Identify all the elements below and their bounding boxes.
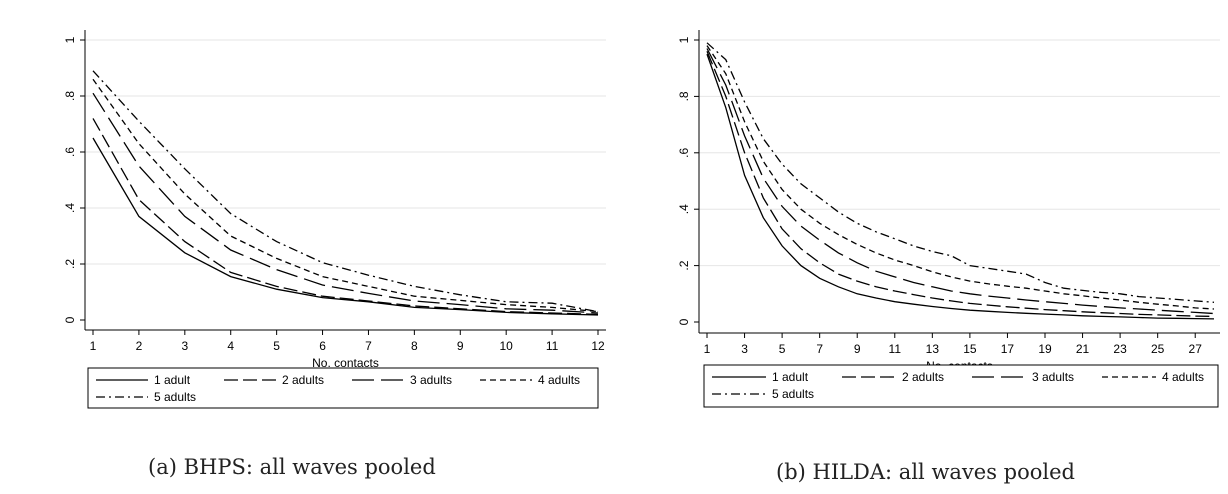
x-tick-label: 17: [1001, 342, 1015, 356]
y-tick-label: .6: [63, 147, 77, 157]
chart-panel-hilda: 0.2.4.6.8113579111315171921232527No. con…: [614, 0, 1228, 494]
legend-box: [703, 364, 1219, 408]
legend-label-4-adults: 4 adults: [538, 373, 580, 387]
series-line-1-adult: [706, 53, 1215, 320]
x-tick-label: 13: [926, 342, 940, 356]
caption-bhps: (a) BHPS: all waves pooled: [148, 455, 436, 479]
x-tick-label: 9: [854, 342, 861, 356]
x-tick-label: 3: [181, 339, 188, 353]
y-tick-label: .2: [677, 260, 691, 270]
x-tick-label: 10: [500, 339, 514, 353]
plot-area: [85, 30, 606, 330]
x-tick-label: 15: [963, 342, 977, 356]
legend-label-1-adult: 1 adult: [772, 370, 809, 384]
legend-box: [87, 367, 599, 409]
x-tick-label: 21: [1076, 342, 1090, 356]
x-tick-label: 11: [546, 339, 559, 353]
x-tick-label: 9: [457, 339, 464, 353]
series-line-3-adults: [706, 48, 1215, 315]
y-tick-label: .4: [677, 204, 691, 214]
y-tick-label: .8: [677, 91, 691, 101]
series-line-1-adult: [92, 137, 599, 316]
x-tick-label: 1: [90, 339, 97, 353]
legend-label-3-adults: 3 adults: [410, 373, 452, 387]
plot-area: [699, 30, 1220, 333]
series-line-5-adults: [92, 70, 599, 313]
y-tick-label: .4: [63, 203, 77, 213]
legend-label-4-adults: 4 adults: [1162, 370, 1204, 384]
chart-svg-hilda: 0.2.4.6.8113579111315171921232527No. con…: [677, 30, 1220, 408]
x-tick-label: 5: [273, 339, 280, 353]
series-line-4-adults: [706, 45, 1215, 310]
chart-panel-bhps: 0.2.4.6.8 1 1 2 3 4 5 6 7 8 9 10 11 12 No. contacts 1 a…: [63, 30, 606, 479]
series-line-4-adults: [92, 78, 599, 313]
series-line-5-adults: [706, 42, 1215, 303]
legend-label-2-adults: 2 adults: [902, 370, 944, 384]
x-tick-label: 27: [1189, 342, 1203, 356]
x-axis-label: No. contacts: [312, 356, 379, 370]
x-tick-label: 11: [889, 342, 902, 356]
x-tick-label: 7: [365, 339, 372, 353]
x-tick-label: 25: [1151, 342, 1165, 356]
x-tick-label: 3: [741, 342, 748, 356]
x-tick-label: 12: [591, 339, 605, 353]
legend-label-5-adults: 5 adults: [772, 387, 814, 401]
series-line-3-adults: [92, 92, 599, 314]
x-tick-label: 5: [779, 342, 786, 356]
x-tick-label: 1: [704, 342, 711, 356]
x-tick-label: 2: [136, 339, 143, 353]
y-tick-label: 1: [63, 36, 77, 43]
x-tick-label: 7: [816, 342, 823, 356]
x-tick-label: 19: [1038, 342, 1052, 356]
legend-label-1-adult: 1 adult: [154, 373, 191, 387]
y-tick-label: .2: [63, 259, 77, 269]
x-tick-label: 4: [227, 339, 234, 353]
series-line-2-adults: [706, 51, 1215, 318]
legend-label-5-adults: 5 adults: [154, 390, 196, 404]
y-tick-label: .8: [63, 91, 77, 101]
x-tick-label: 6: [319, 339, 326, 353]
caption-hilda: (b) HILDA: all waves pooled: [776, 460, 1075, 484]
y-tick-label: 0: [63, 316, 77, 323]
series-line-2-adults: [92, 118, 599, 316]
y-tick-label: 0: [677, 318, 691, 325]
legend-label-3-adults: 3 adults: [1032, 370, 1074, 384]
y-tick-label: 1: [677, 36, 691, 43]
x-tick-label: 8: [411, 339, 418, 353]
y-tick-label: .6: [677, 147, 691, 157]
legend-label-2-adults: 2 adults: [282, 373, 324, 387]
x-tick-label: 23: [1113, 342, 1127, 356]
